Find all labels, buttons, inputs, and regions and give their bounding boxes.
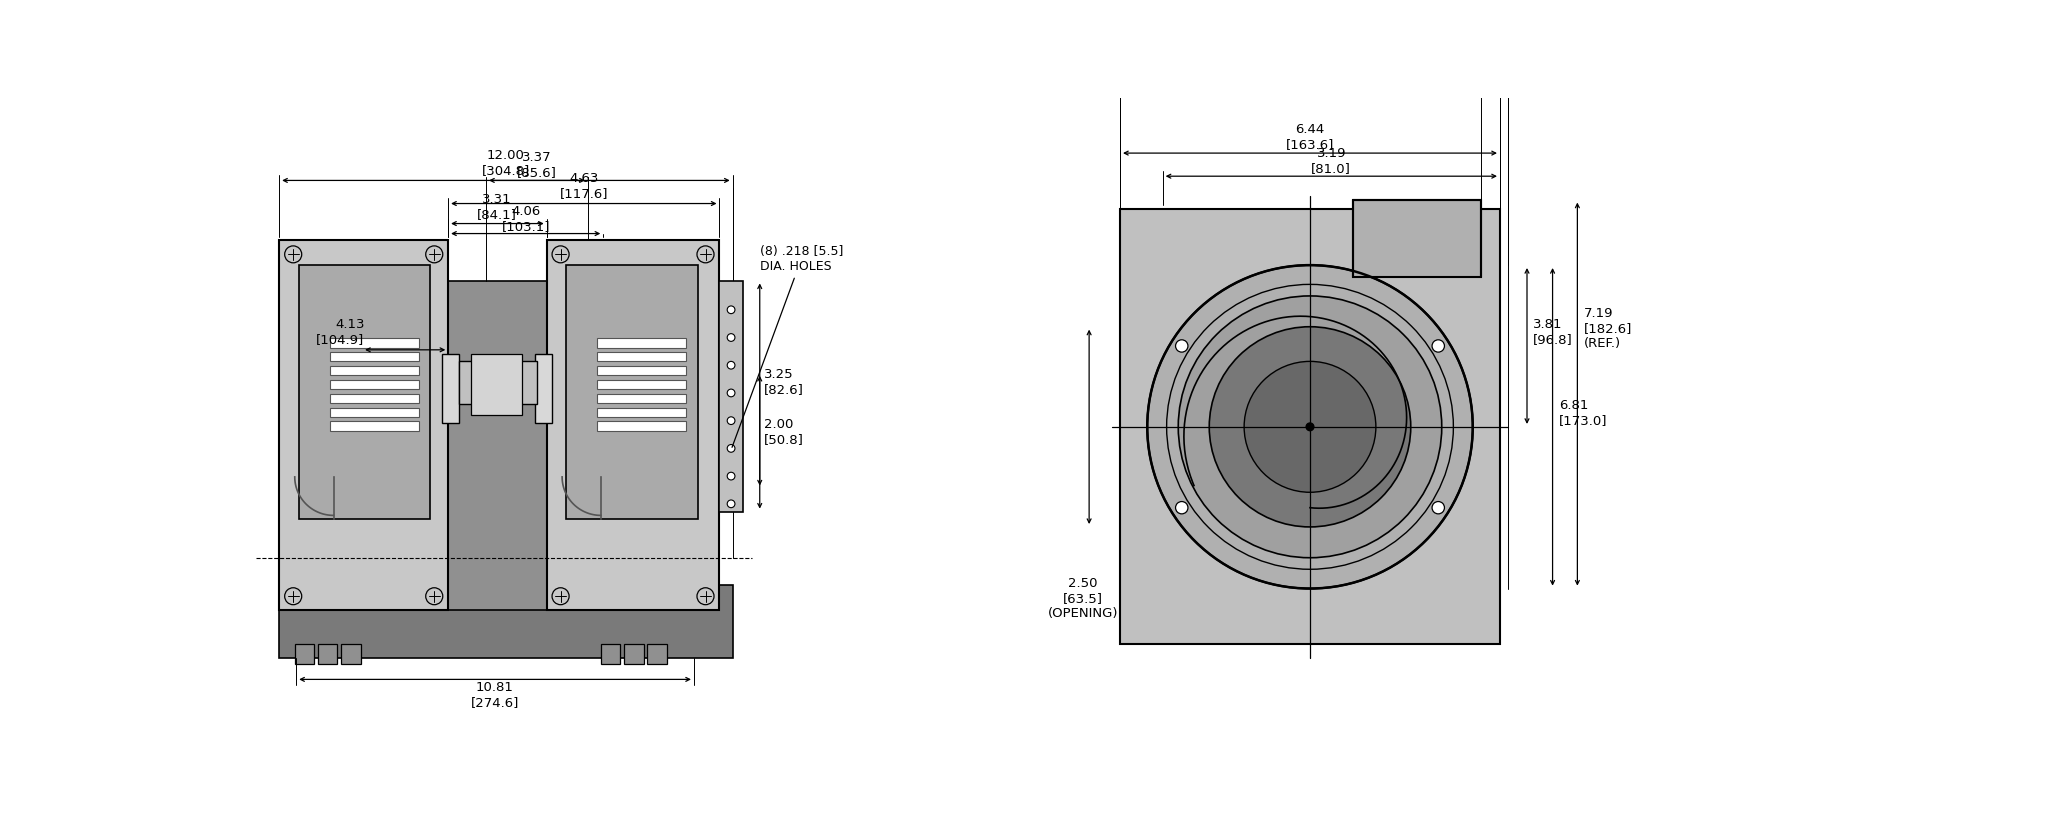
Circle shape: [727, 444, 735, 453]
Bar: [279, 585, 733, 658]
Circle shape: [426, 587, 442, 605]
Bar: [279, 240, 449, 610]
Bar: [565, 266, 698, 520]
Bar: [330, 352, 418, 361]
Bar: [547, 458, 719, 585]
Bar: [535, 354, 553, 423]
Text: 2.00
[50.8]: 2.00 [50.8]: [764, 418, 803, 446]
Circle shape: [696, 246, 715, 263]
Bar: [449, 280, 547, 610]
Bar: [1352, 199, 1481, 277]
Text: 3.19
[81.0]: 3.19 [81.0]: [1311, 147, 1352, 175]
Bar: [330, 366, 418, 375]
Circle shape: [285, 587, 301, 605]
Circle shape: [1178, 296, 1442, 558]
Text: (8) .218 [5.5]
DIA. HOLES: (8) .218 [5.5] DIA. HOLES: [731, 245, 844, 448]
Circle shape: [1432, 340, 1444, 352]
Bar: [647, 644, 668, 664]
Text: 4.06
[103.1]: 4.06 [103.1]: [502, 205, 551, 233]
Text: 12.00
[304.8]: 12.00 [304.8]: [481, 150, 530, 177]
Circle shape: [727, 361, 735, 369]
Bar: [317, 644, 338, 664]
Circle shape: [1176, 502, 1188, 514]
Bar: [1120, 209, 1499, 645]
Bar: [598, 408, 686, 417]
Text: 3.25
[82.6]: 3.25 [82.6]: [764, 368, 803, 396]
Bar: [330, 380, 418, 389]
Bar: [600, 644, 621, 664]
Bar: [719, 280, 743, 511]
Circle shape: [426, 246, 442, 263]
Text: 10.81
[274.6]: 10.81 [274.6]: [471, 681, 518, 709]
Circle shape: [696, 587, 715, 605]
Bar: [442, 354, 459, 423]
Text: 3.81
[96.8]: 3.81 [96.8]: [1534, 318, 1573, 346]
Bar: [598, 366, 686, 375]
Bar: [342, 644, 360, 664]
Circle shape: [553, 587, 569, 605]
Circle shape: [1208, 327, 1411, 527]
Circle shape: [285, 246, 301, 263]
Circle shape: [727, 500, 735, 507]
Circle shape: [727, 472, 735, 480]
Bar: [299, 266, 430, 520]
Bar: [471, 354, 522, 415]
Text: 6.44
[163.6]: 6.44 [163.6]: [1286, 123, 1333, 151]
Bar: [279, 458, 449, 585]
Circle shape: [727, 389, 735, 397]
Circle shape: [1432, 502, 1444, 514]
Text: 3.31
[84.1]: 3.31 [84.1]: [477, 194, 516, 221]
Bar: [598, 422, 686, 431]
Bar: [330, 408, 418, 417]
Circle shape: [553, 246, 569, 263]
Bar: [598, 394, 686, 403]
Circle shape: [727, 333, 735, 342]
Bar: [598, 380, 686, 389]
Circle shape: [1307, 423, 1315, 431]
Bar: [598, 352, 686, 361]
Circle shape: [1147, 266, 1473, 588]
Text: 3.37
[85.6]: 3.37 [85.6]: [516, 151, 557, 179]
Text: 2.50
[63.5]
(OPENING): 2.50 [63.5] (OPENING): [1049, 577, 1118, 620]
Circle shape: [727, 306, 735, 314]
Text: 6.81
[173.0]: 6.81 [173.0]: [1559, 399, 1608, 426]
Bar: [598, 338, 686, 347]
Text: 7.19
[182.6]
(REF.): 7.19 [182.6] (REF.): [1583, 307, 1632, 350]
Circle shape: [1243, 361, 1376, 493]
Bar: [459, 361, 537, 404]
Text: 4.63
[117.6]: 4.63 [117.6]: [559, 172, 608, 200]
Bar: [330, 394, 418, 403]
Bar: [295, 644, 313, 664]
Bar: [330, 338, 418, 347]
Text: 4.13
[104.9]: 4.13 [104.9]: [315, 318, 365, 346]
Bar: [330, 422, 418, 431]
Bar: [547, 240, 719, 610]
Circle shape: [727, 417, 735, 425]
Bar: [625, 644, 643, 664]
Circle shape: [1176, 340, 1188, 352]
